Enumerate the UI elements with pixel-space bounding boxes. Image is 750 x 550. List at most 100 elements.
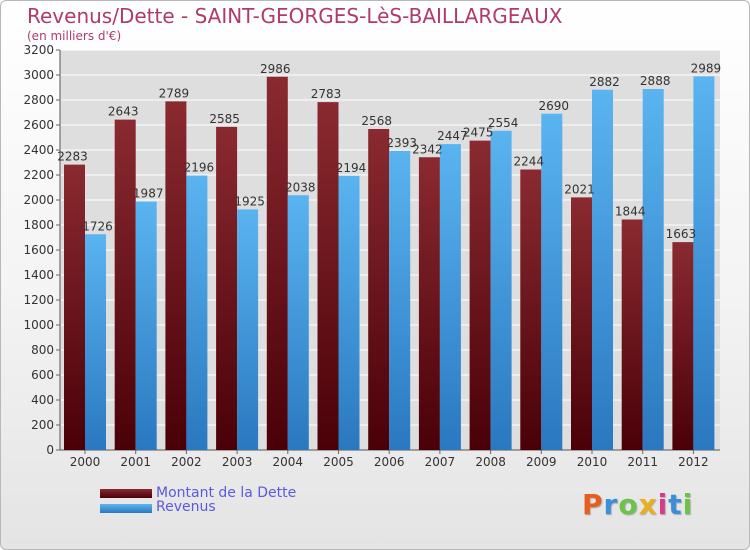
- logo-letter: t: [668, 488, 683, 521]
- x-tick-label: 2003: [222, 455, 253, 469]
- bar-dette: [469, 140, 491, 450]
- value-label-revenus: 2989: [691, 61, 722, 75]
- bar-dette: [368, 129, 390, 450]
- legend-label-debt: Montant de la Dette: [156, 485, 297, 501]
- y-tick-label: 1800: [23, 218, 54, 232]
- value-label-revenus: 2196: [184, 161, 215, 175]
- logo-letter: o: [618, 488, 639, 521]
- bar-revenus: [186, 175, 208, 450]
- x-tick-label: 2001: [120, 455, 151, 469]
- chart-title: Revenus/Dette - SAINT-GEORGES-LèS-BAILLA…: [27, 4, 563, 28]
- value-label-dette: 2244: [514, 155, 545, 169]
- bar-dette: [165, 101, 187, 450]
- y-tick-label: 3200: [23, 43, 54, 57]
- value-label-dette: 2783: [311, 87, 342, 101]
- x-tick-label: 2008: [475, 455, 506, 469]
- bar-revenus: [287, 195, 309, 450]
- bar-dette: [571, 197, 592, 450]
- x-tick-label: 2002: [171, 455, 202, 469]
- y-tick-label: 2200: [23, 168, 54, 182]
- x-axis: 2000 2001 2002 2003 2004 2005 2006 2007 2008 2009…: [70, 450, 709, 469]
- y-tick-label: 1600: [23, 243, 54, 257]
- value-label-revenus: 2038: [285, 180, 316, 194]
- bar-dette: [672, 242, 694, 450]
- value-label-dette: 2283: [57, 150, 88, 164]
- x-tick-label: 2012: [678, 455, 709, 469]
- value-labels: 2283 1726 2643 1987 2789 2196 2585 1925 2986 2038…: [57, 61, 721, 241]
- y-tick-label: 3000: [23, 68, 54, 82]
- x-tick-label: 2007: [425, 455, 456, 469]
- value-label-dette: 2643: [108, 105, 139, 119]
- bar-dette: [114, 119, 136, 450]
- value-label-revenus: 2447: [437, 129, 468, 143]
- x-tick-label: 2005: [323, 455, 354, 469]
- value-label-dette: 1844: [615, 205, 646, 219]
- value-label-revenus: 2393: [386, 136, 417, 150]
- value-label-revenus: 1726: [82, 219, 113, 233]
- bar-revenus: [642, 89, 664, 450]
- y-tick-label: 1200: [23, 293, 54, 307]
- value-label-revenus: 1987: [133, 187, 164, 201]
- proxiti-logo: Proxiti: [582, 488, 693, 521]
- y-tick-label: 2800: [23, 93, 54, 107]
- bars: [64, 76, 715, 450]
- y-tick-label: 0: [46, 443, 54, 457]
- logo-letter: i: [657, 488, 669, 521]
- value-label-revenus: 2194: [336, 161, 367, 175]
- x-tick-label: 2000: [70, 455, 101, 469]
- value-label-dette: 2986: [260, 62, 291, 76]
- y-tick-label: 800: [31, 343, 54, 357]
- value-label-revenus: 2690: [539, 99, 570, 113]
- value-label-dette: 2568: [361, 114, 392, 128]
- y-tick-label: 2600: [23, 118, 54, 132]
- y-tick-label: 1000: [23, 318, 54, 332]
- value-label-dette: 2475: [463, 126, 494, 140]
- x-tick-label: 2010: [577, 455, 608, 469]
- y-tick-label: 600: [31, 368, 54, 382]
- value-label-dette: 2585: [209, 112, 240, 126]
- bar-dette: [266, 76, 288, 450]
- value-label-dette: 2021: [564, 182, 595, 196]
- value-label-dette: 2789: [159, 86, 190, 100]
- legend-swatch-debt: [100, 489, 152, 498]
- legend-swatch-revenus: [100, 504, 152, 513]
- bar-dette: [418, 157, 440, 450]
- bar-dette: [520, 169, 542, 450]
- y-tick-label: 1400: [23, 268, 54, 282]
- value-label-revenus: 1925: [234, 194, 265, 208]
- logo-letter: P: [582, 488, 604, 521]
- logo-letter: i: [682, 488, 694, 521]
- y-tick-label: 400: [31, 393, 54, 407]
- bar-revenus: [338, 175, 360, 450]
- x-tick-label: 2006: [374, 455, 405, 469]
- logo-letter: r: [603, 488, 619, 521]
- value-label-revenus: 2888: [640, 74, 671, 88]
- chart-subtitle: (en milliers d'€): [27, 29, 122, 43]
- x-tick-label: 2009: [526, 455, 557, 469]
- bar-revenus: [439, 144, 461, 450]
- y-tick-label: 2000: [23, 193, 54, 207]
- value-label-dette: 1663: [666, 227, 697, 241]
- x-tick-label: 2011: [627, 455, 658, 469]
- y-tick-label: 2400: [23, 143, 54, 157]
- bar-dette: [64, 164, 85, 450]
- logo-letter: x: [638, 488, 658, 521]
- legend-label-revenus: Revenus: [156, 499, 216, 515]
- bar-revenus: [389, 150, 411, 450]
- bar-revenus: [490, 130, 512, 450]
- x-tick-label: 2004: [273, 455, 304, 469]
- bar-dette: [317, 102, 339, 450]
- bar-dette: [621, 219, 643, 450]
- bar-revenus: [237, 209, 259, 450]
- value-label-revenus: 2554: [488, 116, 519, 130]
- bar-revenus: [135, 201, 157, 450]
- bar-revenus: [592, 89, 613, 450]
- bar-revenus: [541, 113, 563, 450]
- value-label-revenus: 2882: [589, 75, 620, 89]
- bar-revenus: [85, 234, 106, 450]
- bar-dette: [216, 126, 238, 450]
- y-tick-label: 200: [31, 418, 54, 432]
- bar-revenus: [693, 76, 715, 450]
- value-label-dette: 2342: [412, 142, 443, 156]
